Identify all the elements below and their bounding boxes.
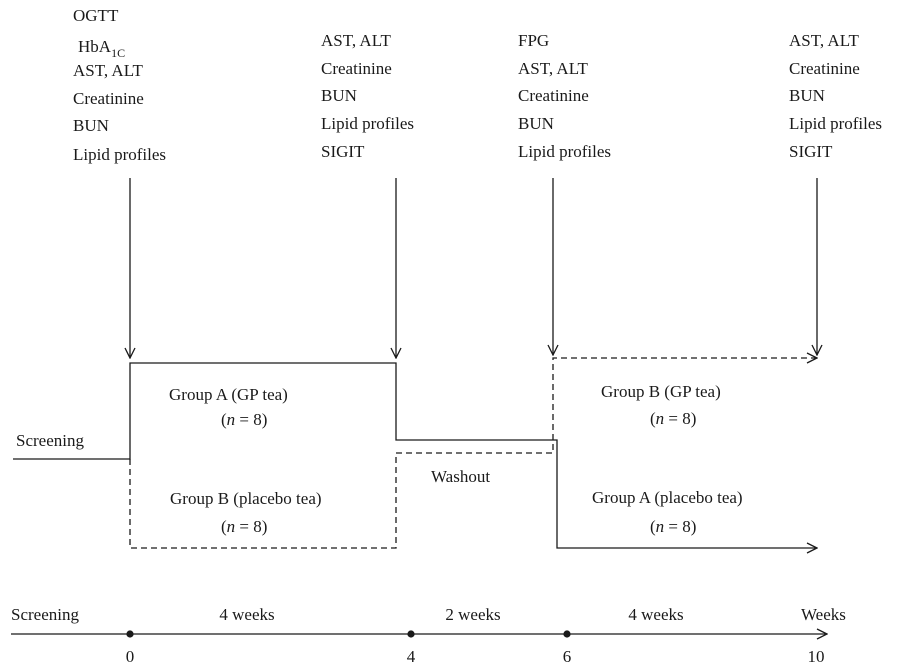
measure-hba1c: HbA1C xyxy=(78,37,125,60)
period2-lower-group: Group A (placebo tea) xyxy=(592,488,743,507)
timeline-unit-label: Weeks xyxy=(801,605,846,624)
timeline-tick-label: 6 xyxy=(563,647,572,666)
measure-ast-alt: AST, ALT xyxy=(321,31,392,50)
baseline-measurements: OGTT HbA1C AST, ALT Creatinine BUN Lipid… xyxy=(73,6,166,164)
measure-creatinine: Creatinine xyxy=(321,59,392,78)
measure-bun: BUN xyxy=(321,86,357,105)
group-a-path xyxy=(13,362,817,548)
group-b-path xyxy=(129,358,817,549)
period1-upper-group: Group A (GP tea) xyxy=(169,385,288,404)
washout-label: Washout xyxy=(431,467,490,486)
duration-label: 2 weeks xyxy=(445,605,500,624)
measure-fpg: FPG xyxy=(518,31,549,50)
duration-label: 4 weeks xyxy=(628,605,683,624)
measure-lipid-profiles: Lipid profiles xyxy=(789,114,882,133)
timeline-tick-label: 10 xyxy=(808,647,825,666)
timeline-tick-week0 xyxy=(126,630,134,638)
timeline-tick-week6 xyxy=(563,630,571,638)
measure-bun: BUN xyxy=(789,86,825,105)
period1-lower-n: (n = 8) xyxy=(221,517,267,536)
measure-lipid-profiles: Lipid profiles xyxy=(321,114,414,133)
period2-upper-n: (n = 8) xyxy=(650,409,696,428)
measure-ogtt: OGTT xyxy=(73,6,119,25)
week10-measurements: AST, ALT Creatinine BUN Lipid profiles S… xyxy=(789,31,882,161)
measure-creatinine: Creatinine xyxy=(518,86,589,105)
measure-bun: BUN xyxy=(518,114,554,133)
timeline-tick-label: 0 xyxy=(126,647,135,666)
measure-bun: BUN xyxy=(73,116,109,135)
timeline-tick-label: 4 xyxy=(407,647,416,666)
measure-creatinine: Creatinine xyxy=(73,89,144,108)
period2-upper-group: Group B (GP tea) xyxy=(601,382,721,401)
measure-sigit: SIGIT xyxy=(321,142,365,161)
period1-lower-group: Group B (placebo tea) xyxy=(170,489,322,508)
week6-measurements: FPG AST, ALT Creatinine BUN Lipid profil… xyxy=(518,31,611,161)
duration-label: 4 weeks xyxy=(219,605,274,624)
timeline-tick-week4 xyxy=(407,630,415,638)
measure-ast-alt: AST, ALT xyxy=(73,61,144,80)
screening-label: Screening xyxy=(16,431,84,450)
measure-creatinine: Creatinine xyxy=(789,59,860,78)
measure-ast-alt: AST, ALT xyxy=(518,59,589,78)
measure-ast-alt: AST, ALT xyxy=(789,31,860,50)
week4-measurements: AST, ALT Creatinine BUN Lipid profiles S… xyxy=(321,31,414,161)
measure-lipid-profiles: Lipid profiles xyxy=(518,142,611,161)
measure-sigit: SIGIT xyxy=(789,142,833,161)
timeline-start-label: Screening xyxy=(11,605,79,624)
period2-lower-n: (n = 8) xyxy=(650,517,696,536)
period1-upper-n: (n = 8) xyxy=(221,410,267,429)
measure-lipid-profiles: Lipid profiles xyxy=(73,145,166,164)
